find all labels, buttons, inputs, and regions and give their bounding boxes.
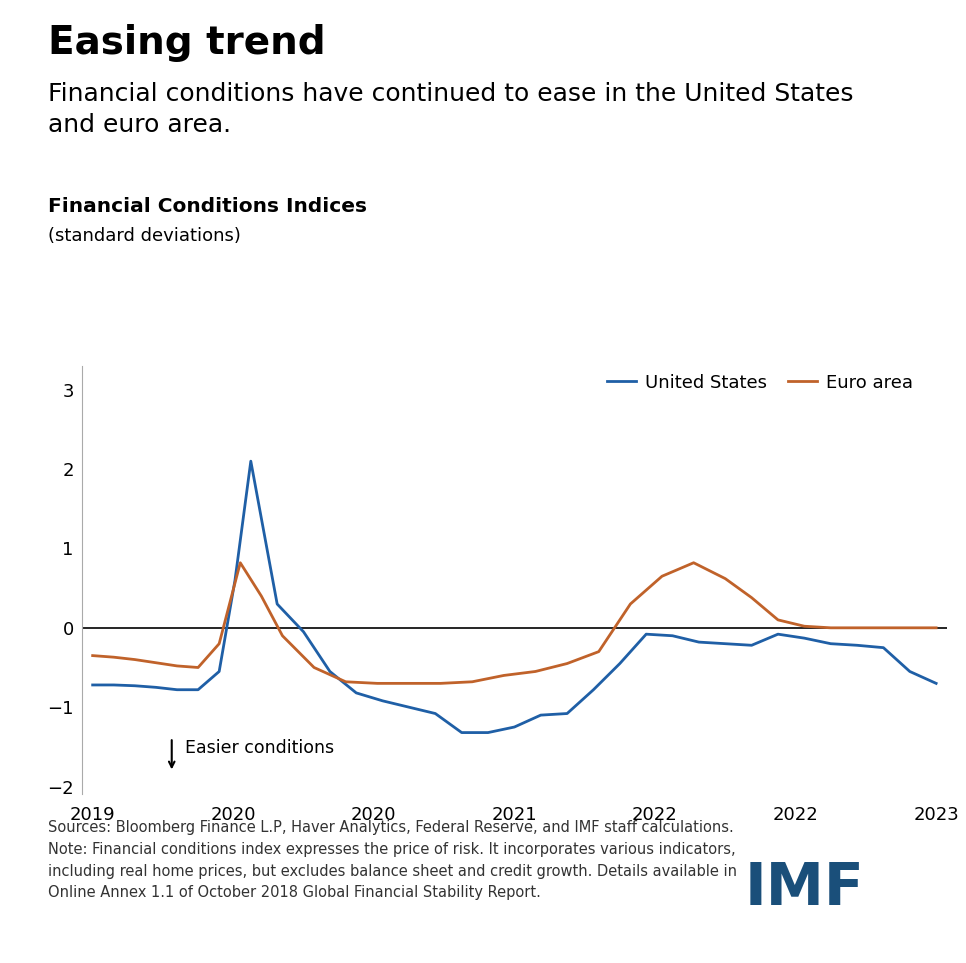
Text: Easier conditions: Easier conditions bbox=[185, 740, 334, 758]
Text: Sources: Bloomberg Finance L.P, Haver Analytics, Federal Reserve, and IMF staff : Sources: Bloomberg Finance L.P, Haver An… bbox=[48, 820, 737, 900]
Text: Financial Conditions Indices: Financial Conditions Indices bbox=[48, 197, 367, 217]
Text: Financial conditions have continued to ease in the United States
and euro area.: Financial conditions have continued to e… bbox=[48, 82, 854, 137]
Text: IMF: IMF bbox=[745, 860, 865, 917]
Text: (standard deviations): (standard deviations) bbox=[48, 227, 242, 246]
Text: Easing trend: Easing trend bbox=[48, 24, 326, 62]
Legend: United States, Euro area: United States, Euro area bbox=[600, 366, 921, 399]
